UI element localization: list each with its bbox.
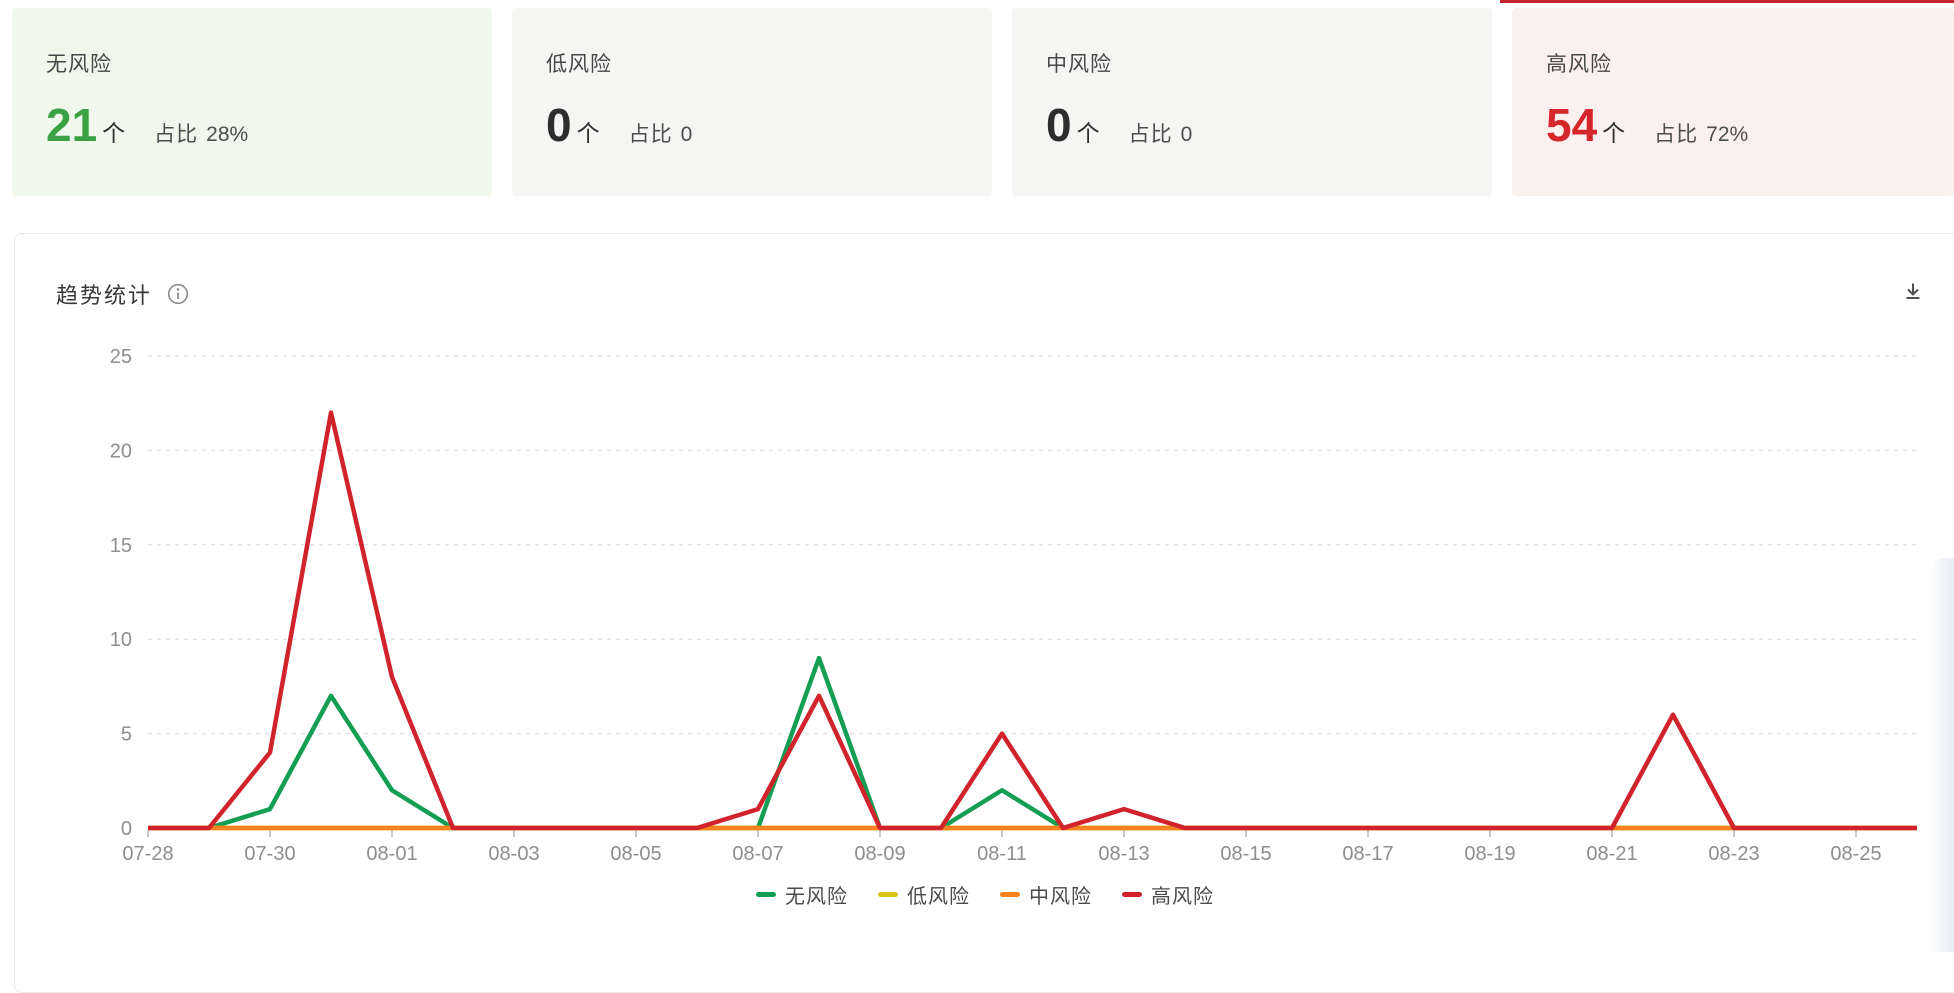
- legend-item[interactable]: 低风险: [878, 880, 970, 909]
- y-axis-label: 20: [110, 440, 132, 462]
- x-axis-label: 08-17: [1342, 843, 1393, 865]
- x-axis-label: 08-03: [488, 843, 539, 865]
- series-高风险: [148, 410, 1917, 831]
- x-axis-label: 08-19: [1464, 843, 1515, 865]
- trend-panel: 趋势统计 0 5 10 15 20 25 07-28 07-30 08-01 08-03 08-05…: [14, 233, 1954, 993]
- x-axis-label: 08-07: [732, 843, 783, 865]
- legend-item[interactable]: 中风险: [1000, 880, 1092, 909]
- card-count: 21: [46, 99, 98, 151]
- x-axis-label: 08-23: [1708, 843, 1759, 865]
- card-label: 无风险: [46, 53, 112, 76]
- legend-marker: [1000, 892, 1020, 897]
- x-axis-label: 07-30: [244, 843, 295, 865]
- card-ratio-label: 占比: [1128, 123, 1173, 146]
- card-unit: 个: [1602, 120, 1627, 146]
- card-label: 高风险: [1546, 53, 1612, 76]
- legend-item[interactable]: 高风险: [1122, 880, 1214, 909]
- card-ratio-value: 28%: [206, 123, 249, 146]
- x-axis-label: 08-21: [1586, 843, 1637, 865]
- legend-label: 低风险: [907, 886, 970, 908]
- card-ratio-value: 72%: [1706, 123, 1749, 146]
- card-unit: 个: [102, 120, 127, 146]
- card-ratio-value: 0: [1180, 123, 1193, 146]
- trend-line-chart[interactable]: 0 5 10 15 20 25 07-28 07-30 08-01 08-03 08-05 08-07…: [15, 234, 1954, 953]
- legend-label: 无风险: [785, 886, 848, 908]
- card-count: 54: [1546, 99, 1598, 151]
- legend-marker: [878, 892, 898, 897]
- legend-label: 高风险: [1151, 886, 1214, 908]
- download-icon[interactable]: [1901, 280, 1925, 304]
- x-axis-label: 08-15: [1220, 843, 1271, 865]
- y-axis-label: 25: [110, 346, 132, 368]
- x-axis-label: 08-05: [610, 843, 661, 865]
- card-medium-risk[interactable]: 中风险 0 个 占比 0: [1012, 8, 1492, 196]
- info-icon[interactable]: [166, 282, 190, 306]
- x-axis-label: 08-09: [854, 843, 905, 865]
- card-ratio-value: 0: [680, 123, 693, 146]
- card-label: 中风险: [1046, 53, 1112, 76]
- x-axis-label: 07-28: [122, 843, 173, 865]
- y-axis-label: 5: [121, 724, 132, 746]
- x-axis-label: 08-01: [366, 843, 417, 865]
- x-axis-label: 08-13: [1098, 843, 1149, 865]
- series-无风险: [148, 655, 1917, 831]
- card-ratio-label: 占比: [154, 123, 199, 146]
- card-count: 0: [546, 99, 572, 151]
- card-no-risk[interactable]: 无风险 21 个 占比 28%: [12, 8, 492, 196]
- card-label: 低风险: [546, 53, 612, 76]
- y-axis-label: 15: [110, 535, 132, 557]
- y-axis-label: 0: [121, 818, 132, 840]
- selected-card-indicator: [1500, 0, 1954, 3]
- card-low-risk[interactable]: 低风险 0 个 占比 0: [512, 8, 992, 196]
- legend-item[interactable]: 无风险: [756, 880, 848, 909]
- legend-marker: [756, 892, 776, 897]
- card-unit: 个: [576, 120, 601, 146]
- legend-marker: [1122, 892, 1142, 897]
- card-high-risk[interactable]: 高风险 54 个 占比 72%: [1512, 8, 1954, 196]
- x-axis-label: 08-11: [977, 843, 1027, 865]
- y-axis-label: 10: [110, 629, 132, 651]
- card-count: 0: [1046, 99, 1072, 151]
- panel-title: 趋势统计: [56, 283, 153, 308]
- x-axis-label: 08-25: [1830, 843, 1881, 865]
- chart-legend: 无风险 低风险 中风险 高风险: [15, 880, 1954, 909]
- card-unit: 个: [1076, 120, 1101, 146]
- legend-label: 中风险: [1029, 886, 1092, 908]
- card-ratio-label: 占比: [1654, 123, 1699, 146]
- card-ratio-label: 占比: [628, 123, 673, 146]
